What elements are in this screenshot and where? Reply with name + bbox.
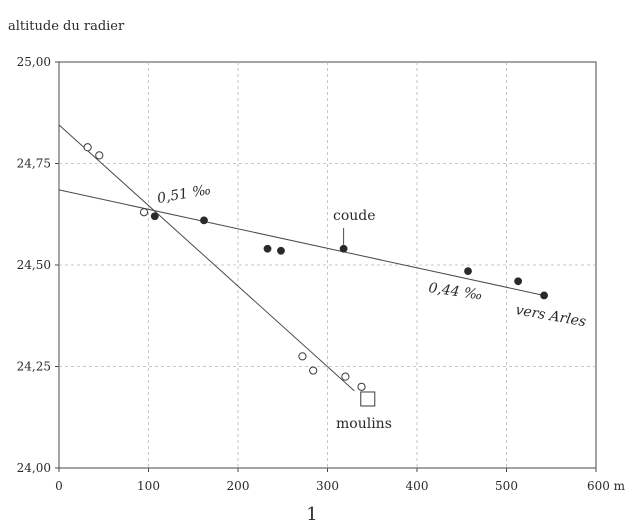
trend-line	[58, 124, 355, 392]
x-tick-label: 500	[495, 479, 518, 493]
open-circle-point	[95, 151, 104, 160]
moulins-square-marker	[360, 391, 376, 407]
x-tick-label: 0	[55, 479, 63, 493]
y-tick-label: 24,00	[17, 461, 51, 475]
data-points	[83, 143, 548, 391]
filled-circle-point	[200, 216, 208, 225]
annotations: 0,51 ‰ coude 0,44 ‰ vers Arles moulins	[156, 182, 587, 432]
x-axis: 0 100 200 300 400 500 600 m	[55, 468, 625, 493]
grid	[59, 62, 596, 468]
y-axis: 24,00 24,25 24,50 24,75 25,00	[17, 55, 59, 475]
x-tick-label: 100	[137, 479, 160, 493]
open-circle-point	[357, 382, 366, 391]
x-tick-label: 600 m	[587, 479, 625, 493]
filled-circle-point	[150, 212, 159, 221]
filled-circle-point	[263, 244, 272, 253]
y-axis-label: altitude du radier	[8, 19, 125, 34]
slope-label-051: 0,51 ‰	[156, 182, 212, 207]
y-tick-label: 25,00	[17, 55, 51, 69]
open-circle-point	[341, 372, 350, 381]
filled-circle-point	[464, 267, 472, 275]
open-circle-point	[309, 366, 318, 375]
open-circle-point	[298, 352, 307, 361]
filled-circle-point	[514, 277, 523, 286]
filled-circle-point	[540, 291, 548, 300]
filled-circle-point	[277, 246, 285, 255]
vers-arles-label: vers Arles	[514, 302, 587, 330]
coude-label: coude	[333, 208, 376, 224]
open-circle-point	[83, 143, 92, 152]
x-tick-label: 400	[406, 479, 429, 493]
y-tick-label: 24,25	[17, 360, 51, 374]
y-tick-label: 24,75	[17, 157, 51, 171]
moulins-label: moulins	[336, 416, 392, 432]
x-tick-label: 200	[227, 479, 250, 493]
trend-line	[58, 189, 545, 296]
figure-number: 1	[306, 504, 317, 525]
slope-label-044: 0,44 ‰	[427, 280, 483, 303]
x-tick-label: 300	[316, 479, 339, 493]
filled-circle-point	[339, 244, 348, 253]
y-tick-label: 24,50	[17, 258, 51, 272]
open-circle-point	[139, 208, 149, 217]
trend-lines	[58, 124, 545, 392]
